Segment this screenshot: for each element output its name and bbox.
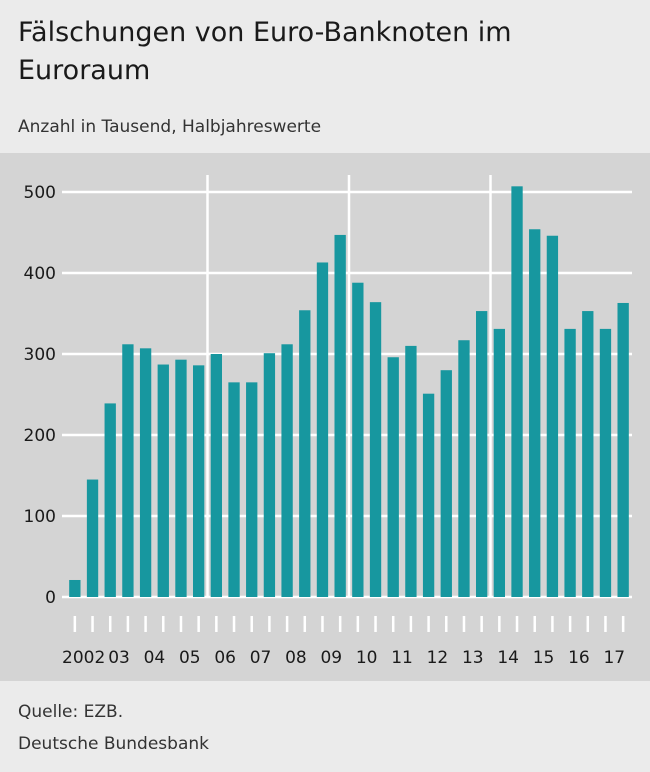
bar-2006-h2 [228,382,240,597]
plot-panel: 0 100 200 300 400 500 2002 03 04 05 06 07 08 09 10 11 12… [0,153,650,681]
bar-2013-h1 [458,340,470,597]
bar-2015-h1 [529,229,541,597]
bar-2008-h1 [281,344,293,597]
x-year-label: 06 [214,648,236,668]
bar-2014-h1 [493,328,506,597]
y-tick-label: 200 [24,426,56,446]
x-year-label: 16 [568,648,590,668]
bar-2013-h2 [475,311,488,597]
y-tick-label: 100 [24,507,56,527]
bar-2012-h2 [440,370,452,597]
x-year-label: 12 [427,648,449,668]
bar-2004-h1 [139,348,152,597]
bar-2008-h2 [299,310,311,597]
bar-2014-h2 [511,186,523,597]
bar-chart: 0 100 200 300 400 500 2002 03 04 05 06 07 08 09 10 11 12… [24,175,632,668]
y-tick-label: 400 [24,264,56,284]
x-year-label: 05 [179,648,201,668]
source-note: Quelle: EZB. [18,702,124,722]
y-tick-label: 500 [24,183,56,203]
bar-2017-h1 [599,328,612,597]
x-year-label: 17 [603,648,625,668]
bar-2003-h2 [122,344,134,597]
bar-2016-h2 [582,311,594,597]
y-tick-label: 300 [24,345,56,365]
x-year-label: 15 [533,648,555,668]
bar-2006-h1 [210,354,223,597]
x-year-label: 08 [285,648,307,668]
bar-2002-h2 [86,479,99,597]
x-year-label: 03 [108,648,130,668]
x-year-label: 09 [320,648,342,668]
chart-subtitle: Anzahl in Tausend, Halbjahreswerte [18,117,322,137]
bar-2004-h2 [157,364,169,597]
x-year-label: 14 [497,648,519,668]
bar-2005-h1 [175,359,187,597]
bar-2012-h1 [422,393,435,597]
bar-2010-h2 [369,302,382,597]
x-year-label: 04 [144,648,166,668]
bar-2010-h1 [352,282,364,597]
publisher-name: Deutsche Bundesbank [18,734,209,754]
x-year-label: 2002 [62,648,105,668]
bar-2009-h2 [334,234,346,597]
x-year-label: 13 [462,648,484,668]
chart-title: Fälschungen von Euro-Banknoten im Eurora… [18,17,512,86]
y-tick-label: 0 [45,588,56,608]
bar-2016-h1 [564,328,576,597]
bar-2015-h2 [546,235,559,597]
bar-2007-h2 [263,353,276,597]
bar-2007-h1 [246,382,258,597]
bar-2017-h2 [617,302,629,597]
bar-2002-h1 [69,579,81,597]
bar-2011-h1 [387,357,399,597]
bar-2011-h2 [405,345,417,597]
bar-2009-h1 [316,262,329,597]
x-year-label: 07 [250,648,272,668]
bar-2003-h1 [104,403,116,597]
x-year-label: 11 [391,648,413,668]
bar-2005-h2 [192,365,205,597]
x-year-label: 10 [356,648,378,668]
